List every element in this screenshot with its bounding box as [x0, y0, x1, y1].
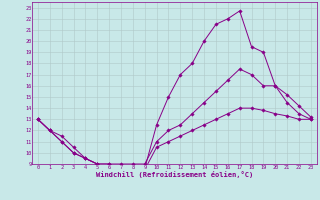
X-axis label: Windchill (Refroidissement éolien,°C): Windchill (Refroidissement éolien,°C) [96, 171, 253, 178]
